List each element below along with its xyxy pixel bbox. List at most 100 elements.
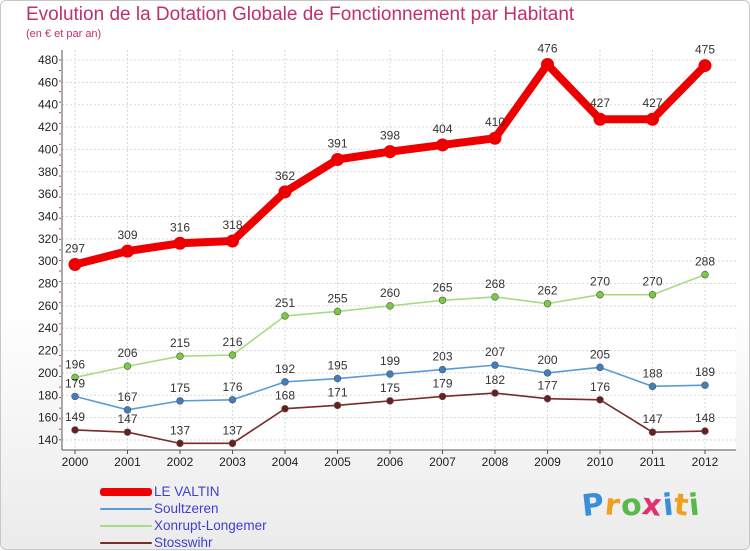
x-tick-label: 2008 (482, 455, 509, 469)
data-label: 316 (170, 220, 190, 234)
x-tick-label: 2006 (377, 455, 404, 469)
data-point (176, 439, 184, 448)
data-label: 398 (380, 129, 400, 143)
data-point (331, 152, 344, 166)
y-tick-label: 180 (38, 388, 58, 402)
data-label: 475 (695, 43, 715, 57)
data-label: 189 (695, 365, 715, 379)
data-point (176, 397, 184, 405)
data-label: 175 (170, 381, 190, 395)
y-tick-label: 440 (38, 98, 58, 112)
x-tick-label: 2001 (114, 455, 141, 469)
data-point (228, 439, 237, 448)
data-label: 216 (222, 335, 242, 349)
data-point (646, 112, 659, 126)
x-tick-label: 2011 (640, 455, 666, 469)
data-label: 195 (327, 359, 347, 373)
data-point (71, 392, 79, 401)
data-point (281, 378, 289, 386)
data-point (123, 406, 132, 414)
data-point (438, 365, 447, 374)
data-label: 270 (590, 275, 610, 289)
data-label: 171 (327, 385, 347, 399)
data-point (648, 428, 657, 436)
data-point (333, 401, 342, 410)
x-tick-label: 2005 (324, 455, 351, 469)
data-label: 251 (275, 296, 295, 310)
data-label: 179 (432, 376, 452, 390)
data-point (386, 302, 394, 310)
y-tick-label: 240 (38, 321, 58, 335)
y-tick-label: 380 (38, 165, 58, 179)
data-point (543, 369, 552, 377)
data-label: 270 (642, 275, 662, 289)
data-label: 149 (65, 410, 85, 424)
legend-label: Soultzeren (154, 501, 219, 516)
data-label: 268 (485, 277, 505, 291)
y-tick-label: 340 (38, 209, 58, 223)
data-label: 177 (537, 379, 557, 393)
data-label: 297 (65, 242, 85, 256)
data-label: 147 (117, 412, 137, 426)
legend-item: Xonrupt-Longemer (100, 518, 360, 534)
data-point (228, 396, 237, 404)
data-label: 404 (432, 122, 452, 136)
legend-item: Soultzeren (100, 501, 360, 517)
data-label: 410 (485, 115, 505, 129)
data-point (386, 370, 394, 378)
data-label: 362 (275, 169, 295, 183)
data-point (596, 363, 604, 372)
data-point (701, 381, 709, 389)
data-point (333, 307, 342, 316)
data-point (228, 351, 237, 359)
data-point (543, 299, 552, 308)
data-label: 206 (117, 346, 137, 360)
legend-item: Stosswihr (100, 535, 360, 551)
y-tick-label: 260 (38, 299, 58, 313)
data-label: 203 (432, 350, 452, 364)
data-label: 167 (117, 390, 137, 404)
x-tick-label: 2012 (692, 455, 719, 469)
chart-subtitle: (en € et par an) (26, 28, 102, 40)
data-point (281, 312, 289, 320)
data-point (596, 396, 604, 404)
x-tick-label: 2010 (587, 455, 614, 469)
data-point (176, 352, 184, 360)
data-label: 192 (275, 362, 295, 376)
data-point (226, 234, 239, 248)
y-tick-label: 320 (38, 232, 58, 246)
y-tick-label: 140 (38, 433, 58, 447)
y-tick-label: 400 (38, 142, 58, 156)
data-label: 205 (590, 347, 610, 361)
data-point (593, 112, 607, 126)
y-tick-label: 420 (38, 120, 58, 134)
data-label: 168 (275, 389, 295, 403)
data-label: 199 (380, 354, 400, 368)
x-tick-label: 2002 (167, 455, 194, 469)
x-tick-label: 2003 (219, 455, 246, 469)
data-point (386, 397, 394, 405)
legend-swatch (100, 508, 152, 510)
data-point (123, 362, 132, 370)
logo-letter: i (687, 487, 703, 524)
data-label: 265 (432, 280, 452, 294)
data-label: 309 (117, 228, 137, 242)
data-label: 196 (65, 357, 85, 371)
data-point (701, 270, 709, 279)
data-point (491, 389, 499, 397)
legend-swatch (100, 525, 152, 527)
y-tick-label: 460 (38, 75, 58, 89)
data-point (278, 185, 292, 199)
data-point (488, 131, 502, 145)
legend-item: LE VALTIN (100, 484, 360, 500)
data-point (281, 405, 289, 413)
x-tick-label: 2000 (62, 455, 89, 469)
data-point (173, 236, 187, 250)
data-label: 207 (485, 345, 505, 359)
data-label: 176 (222, 380, 242, 394)
data-point (438, 296, 447, 304)
data-point (491, 361, 499, 369)
data-point (438, 392, 447, 401)
data-point (491, 293, 499, 301)
